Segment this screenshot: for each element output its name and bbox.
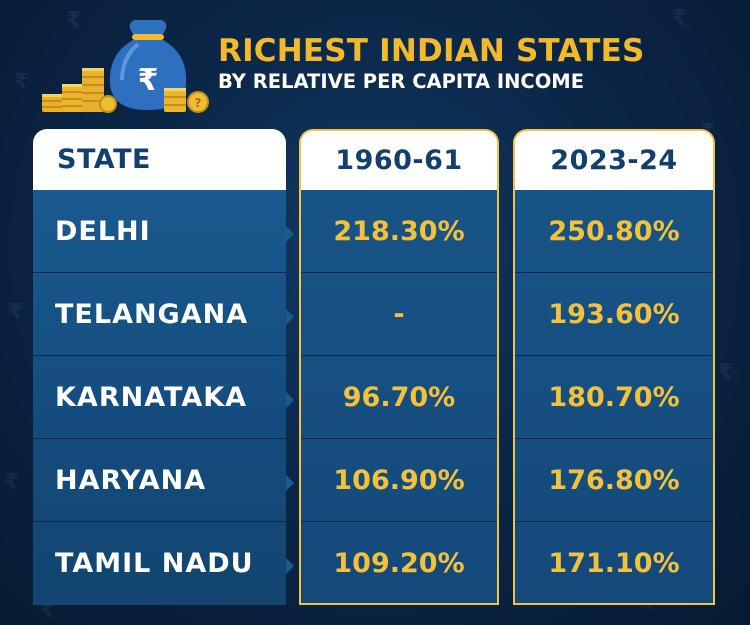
year-1960-column: 1960-61 218.30% - 96.70% 106.90% 109.20% bbox=[299, 129, 499, 605]
state-column-body: DELHI TELANGANA KARNATAKA HARYANA TAMIL … bbox=[33, 190, 286, 605]
row-arrow bbox=[286, 226, 294, 242]
title-block: RICHEST INDIAN STATES BY RELATIVE PER CA… bbox=[218, 34, 645, 94]
table-cell-value: 218.30% bbox=[301, 190, 497, 273]
column-header-state: STATE bbox=[33, 129, 286, 190]
table-cell-value: 109.20% bbox=[333, 548, 465, 579]
coin-stack-icon: ? bbox=[99, 88, 209, 113]
column-header-2023: 2023-24 bbox=[513, 129, 715, 190]
state-column: STATE DELHI TELANGANA KARNATAKA HARYANA … bbox=[33, 129, 286, 605]
year-1960-column-body: 218.30% - 96.70% 106.90% 109.20% bbox=[299, 190, 499, 605]
chart-title: RICHEST INDIAN STATES bbox=[218, 33, 645, 69]
column-header-1960: 1960-61 bbox=[299, 129, 499, 190]
table-cell-value: 250.80% bbox=[515, 190, 713, 273]
row-arrow bbox=[286, 475, 294, 491]
rupee-icon: ₹ bbox=[718, 360, 734, 385]
year-2023-column-body: 250.80% 193.60% 180.70% 176.80% 171.10% bbox=[513, 190, 715, 605]
row-arrow bbox=[286, 392, 294, 408]
coin-stack-icon bbox=[42, 68, 104, 112]
rupee-icon: ₹ bbox=[672, 6, 688, 31]
rupee-icon: ₹ bbox=[66, 8, 82, 33]
chart-subtitle: BY RELATIVE PER CAPITA INCOME bbox=[218, 70, 585, 93]
table-cell-state: DELHI bbox=[33, 190, 286, 273]
row-arrow bbox=[286, 558, 294, 574]
table-cell-value: 106.90% bbox=[301, 439, 497, 522]
table-cell-value: 193.60% bbox=[515, 273, 713, 356]
svg-text:₹: ₹ bbox=[138, 63, 159, 98]
table-cell-value: 171.10% bbox=[548, 548, 680, 579]
money-bag-illustration: ₹ ? bbox=[42, 20, 209, 113]
rupee-icon: ₹ bbox=[4, 470, 20, 495]
year-2023-column: 2023-24 250.80% 193.60% 180.70% 176.80% … bbox=[513, 129, 715, 605]
table-cell-state: TAMIL NADU bbox=[55, 548, 254, 579]
row-arrow bbox=[286, 309, 294, 325]
table-cell-value: - bbox=[301, 273, 497, 356]
table-cell-value: 176.80% bbox=[515, 439, 713, 522]
table-cell-state: TELANGANA bbox=[33, 273, 286, 356]
svg-text:?: ? bbox=[195, 96, 202, 110]
rupee-icon: ₹ bbox=[8, 300, 24, 325]
table-cell-state: KARNATAKA bbox=[33, 356, 286, 439]
rupee-icon: ₹ bbox=[14, 70, 30, 95]
table-cell-value: 180.70% bbox=[515, 356, 713, 439]
table-cell-state: HARYANA bbox=[33, 439, 286, 522]
table-cell-value: 96.70% bbox=[301, 356, 497, 439]
